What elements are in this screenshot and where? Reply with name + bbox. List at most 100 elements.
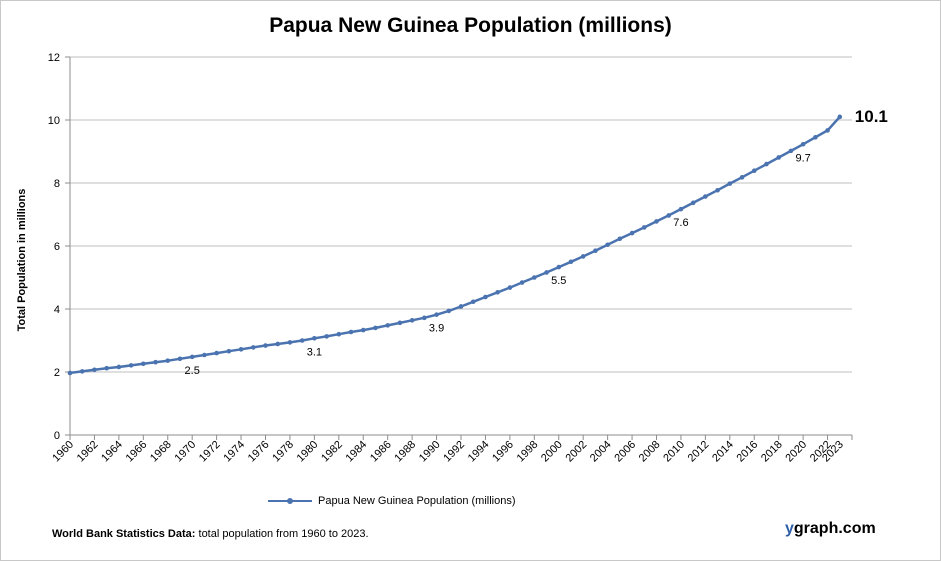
x-tick-label-1972: 1972 <box>197 439 223 465</box>
data-point-2013 <box>715 187 720 193</box>
data-label-1970: 2.5 <box>185 365 200 377</box>
data-point-1969 <box>177 356 183 362</box>
brand-rest: graph.com <box>793 520 876 537</box>
data-point-2017 <box>764 161 769 167</box>
series-line <box>69 116 841 375</box>
legend: Papua New Guinea Population (millions) <box>268 495 516 507</box>
x-tick-label-1964: 1964 <box>99 439 125 465</box>
data-point-1975 <box>250 345 256 350</box>
data-point-1997 <box>519 280 525 285</box>
chart-title: Papua New Guinea Population (millions) <box>269 14 672 37</box>
x-tick-label-1984: 1984 <box>344 439 370 465</box>
data-point-1988 <box>409 318 415 323</box>
data-point-2007 <box>641 225 647 230</box>
data-label-2020: 9.7 <box>795 152 810 164</box>
data-point-2022 <box>825 128 830 133</box>
data-point-1972 <box>214 350 219 356</box>
data-point-1962 <box>92 367 97 373</box>
data-point-1994 <box>483 294 488 300</box>
x-tick-label-2006: 2006 <box>612 439 638 465</box>
x-tick-label-2020: 2020 <box>783 439 809 465</box>
data-point-1993 <box>470 299 476 305</box>
source-label: World Bank Statistics Data: <box>52 528 196 540</box>
data-point-2002 <box>580 254 586 259</box>
x-tick-label-2016: 2016 <box>735 439 761 465</box>
data-point-2015 <box>739 175 745 180</box>
data-point-1973 <box>226 348 232 354</box>
series-population <box>67 114 843 376</box>
y-tick-label-10: 10 <box>48 115 60 127</box>
data-point-2000 <box>556 264 562 270</box>
x-tick-label-1968: 1968 <box>148 439 174 465</box>
source-text: total population from 1960 to 2023. <box>195 528 369 540</box>
data-point-1982 <box>336 331 342 337</box>
x-tick-label-1992: 1992 <box>441 439 467 465</box>
data-point-1968 <box>165 358 171 363</box>
data-point-2021 <box>813 135 818 140</box>
data-point-1963 <box>104 365 109 371</box>
data-point-1998 <box>532 275 537 280</box>
data-point-1976 <box>263 343 268 348</box>
x-tick-label-1978: 1978 <box>270 439 296 465</box>
x-tick-label-1986: 1986 <box>368 439 394 465</box>
x-tick-label-1980: 1980 <box>295 439 321 465</box>
data-point-1999 <box>544 270 549 275</box>
x-tick-label-1976: 1976 <box>246 439 272 465</box>
x-tick-label-1974: 1974 <box>221 439 247 465</box>
data-point-1965 <box>128 363 134 368</box>
data-point-1960 <box>67 370 73 376</box>
x-tick-label-2012: 2012 <box>686 439 712 465</box>
y-tick-label-0: 0 <box>54 430 60 442</box>
end-value-label: 10.1 <box>855 107 888 126</box>
data-point-2012 <box>703 194 708 199</box>
data-point-2011 <box>690 200 696 206</box>
data-point-2008 <box>654 219 659 224</box>
data-point-2006 <box>629 230 635 236</box>
data-point-1987 <box>397 320 403 326</box>
y-tick-label-8: 8 <box>54 178 60 190</box>
gridlines <box>70 56 852 373</box>
x-tick-label-1970: 1970 <box>173 439 199 465</box>
data-point-2003 <box>593 248 598 254</box>
x-tick-label-1988: 1988 <box>392 439 418 465</box>
source-note: World Bank Statistics Data: total popula… <box>52 528 369 540</box>
data-point-1981 <box>324 334 329 339</box>
axes <box>65 56 853 440</box>
data-point-2019 <box>788 148 794 154</box>
data-label-2000: 5.5 <box>551 275 566 287</box>
data-point-2020 <box>800 141 806 147</box>
x-tick-label-2004: 2004 <box>588 439 614 465</box>
x-tick-label-1998: 1998 <box>515 439 541 465</box>
data-point-2016 <box>751 168 757 174</box>
data-point-1996 <box>507 285 513 290</box>
data-point-2001 <box>568 259 574 265</box>
data-point-1986 <box>385 323 390 328</box>
y-tick-label-2: 2 <box>54 367 60 379</box>
data-point-1974 <box>238 347 244 352</box>
x-tick-labels: 1960196219641966196819701972197419761978… <box>50 439 846 465</box>
brand-y: y <box>785 520 794 537</box>
data-point-1967 <box>153 359 158 365</box>
x-tick-label-1994: 1994 <box>466 439 492 465</box>
data-point-1970 <box>189 354 195 360</box>
legend-swatch <box>268 495 312 507</box>
data-point-1966 <box>141 361 146 367</box>
brand-logo[interactable]: ygraph.com <box>785 520 876 538</box>
data-label-1990: 3.9 <box>429 323 444 335</box>
data-label-1980: 3.1 <box>307 346 322 358</box>
x-tick-label-1990: 1990 <box>417 439 443 465</box>
data-point-1971 <box>202 352 207 358</box>
data-point-2010 <box>678 206 684 212</box>
y-tick-label-4: 4 <box>54 304 60 316</box>
y-tick-labels: 0 2 4 6 8 10 12 <box>48 52 60 442</box>
data-point-1989 <box>422 315 427 321</box>
data-label-2010: 7.6 <box>673 217 688 229</box>
x-tick-label-1982: 1982 <box>319 439 345 465</box>
data-point-1978 <box>287 340 293 345</box>
x-tick-label-2002: 2002 <box>564 439 590 465</box>
data-point-1979 <box>299 338 305 343</box>
legend-label: Papua New Guinea Population (millions) <box>318 495 516 507</box>
data-point-1992 <box>458 304 464 309</box>
data-labels: 2.5 3.1 3.9 5.5 7.6 9.7 10.1 <box>185 107 888 377</box>
